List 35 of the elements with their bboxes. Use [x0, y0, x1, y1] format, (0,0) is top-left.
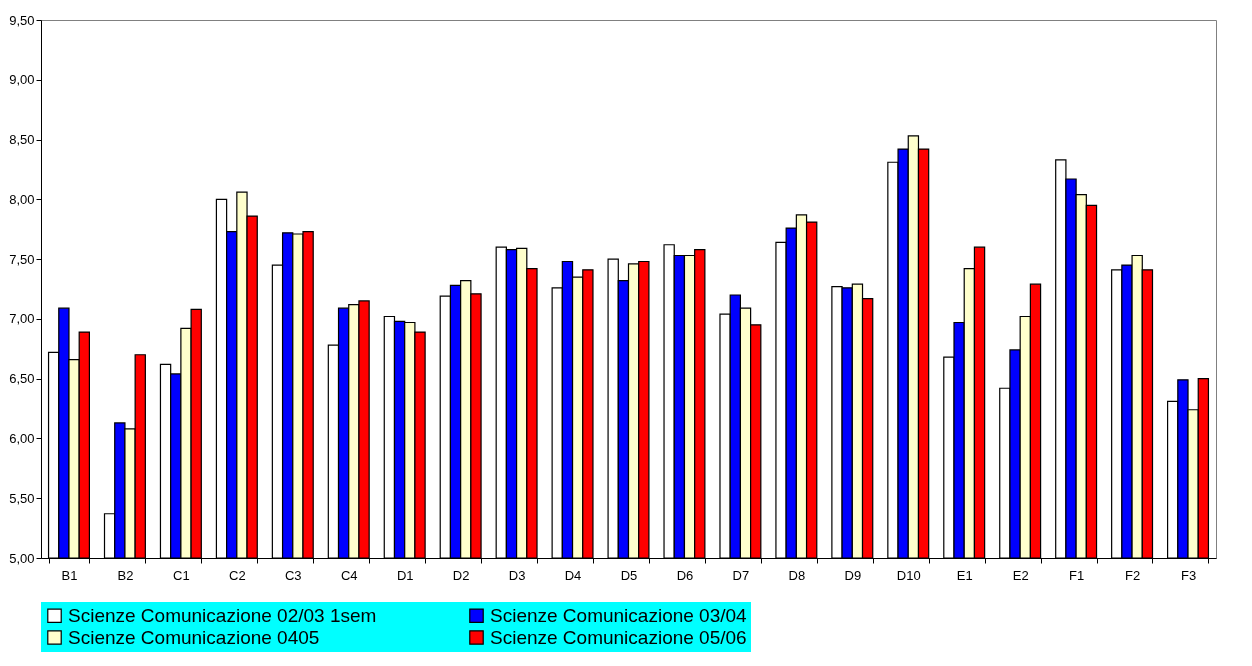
legend-label: Scienze Comunicazione 05/06 — [490, 626, 747, 648]
y-tick-label: 5,50 — [9, 490, 35, 506]
x-tick-label: D2 — [452, 567, 470, 583]
y-tick-label: 5,00 — [9, 550, 35, 566]
y-tick-label: 8,50 — [9, 132, 35, 148]
x-tick-label: F2 — [1124, 567, 1141, 583]
x-tick-label: D5 — [620, 567, 638, 583]
x-tick-label: C3 — [284, 567, 302, 583]
x-tick-label: F3 — [1180, 567, 1197, 583]
x-tick-label: C4 — [340, 567, 358, 583]
y-tick-label: 9,50 — [9, 12, 35, 28]
x-tick-label: D9 — [844, 567, 862, 583]
legend-label: Scienze Comunicazione 03/04 — [490, 604, 748, 626]
x-tick-label: D10 — [896, 567, 921, 583]
y-tick-label: 8,00 — [9, 191, 35, 207]
x-tick-label: B1 — [61, 567, 78, 583]
y-tick-label: 9,00 — [9, 72, 35, 88]
x-tick-label: B2 — [117, 567, 134, 583]
x-tick-label: D4 — [564, 567, 582, 583]
legend-label: Scienze Comunicazione 02/03 1sem — [68, 604, 377, 626]
x-tick-label: E1 — [956, 567, 973, 583]
y-tick-label: 6,50 — [9, 371, 35, 387]
x-tick-label: F1 — [1069, 567, 1085, 583]
x-tick-label: D3 — [508, 567, 526, 583]
x-tick-label: D6 — [676, 567, 694, 583]
legend-label: Scienze Comunicazione 0405 — [68, 626, 320, 648]
x-tick-label: E2 — [1012, 567, 1029, 583]
x-tick-label: D7 — [732, 567, 750, 583]
x-tick-label: C1 — [173, 567, 190, 583]
x-tick-label: C2 — [229, 567, 246, 583]
y-tick-label: 7,00 — [9, 311, 35, 327]
y-tick-label: 6,00 — [9, 430, 35, 446]
x-tick-label: D8 — [788, 567, 806, 583]
y-tick-label: 7,50 — [9, 251, 35, 267]
x-tick-label: D1 — [396, 567, 414, 583]
